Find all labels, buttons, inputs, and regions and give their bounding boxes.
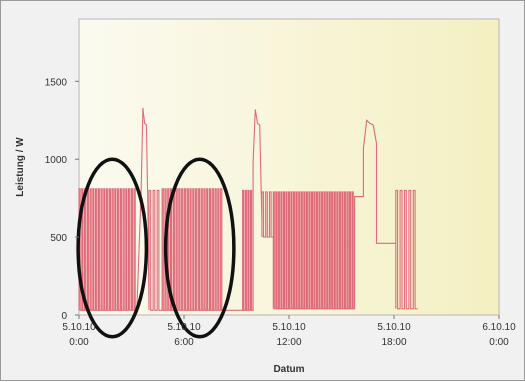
x-tick-label-date: 5.10.10 [167, 322, 201, 333]
power-series-line [78, 107, 418, 311]
x-tick-label-date: 5.10.10 [272, 322, 306, 333]
y-tick-label: 1500 [45, 77, 68, 88]
highlight-ellipse-2 [163, 157, 236, 339]
y-tick-label: 1000 [45, 155, 68, 166]
x-tick-label-date: 5.10.10 [377, 322, 411, 333]
series-layer [78, 107, 418, 311]
y-axis-title: Leistung / W [15, 137, 26, 197]
axes: 0 500 1000 1500 5.10.10 0:00 5.10.10 6:00 5.10.1… [45, 77, 516, 348]
x-tick-label-date: 5.10.10 [62, 322, 96, 333]
x-tick-label-time: 12:00 [276, 337, 301, 348]
y-tick-label: 0 [61, 311, 67, 322]
y-tick-label: 500 [50, 233, 67, 244]
x-axis-title: Datum [273, 364, 304, 375]
x-tick-label-date: 6.10.10 [482, 322, 516, 333]
annotation-layer [76, 157, 236, 339]
x-tick-label-time: 0:00 [489, 337, 509, 348]
x-tick-label-time: 0:00 [69, 337, 89, 348]
highlight-ellipse-1 [76, 157, 149, 339]
x-tick-label-time: 6:00 [174, 337, 194, 348]
x-tick-label-time: 18:00 [381, 337, 406, 348]
